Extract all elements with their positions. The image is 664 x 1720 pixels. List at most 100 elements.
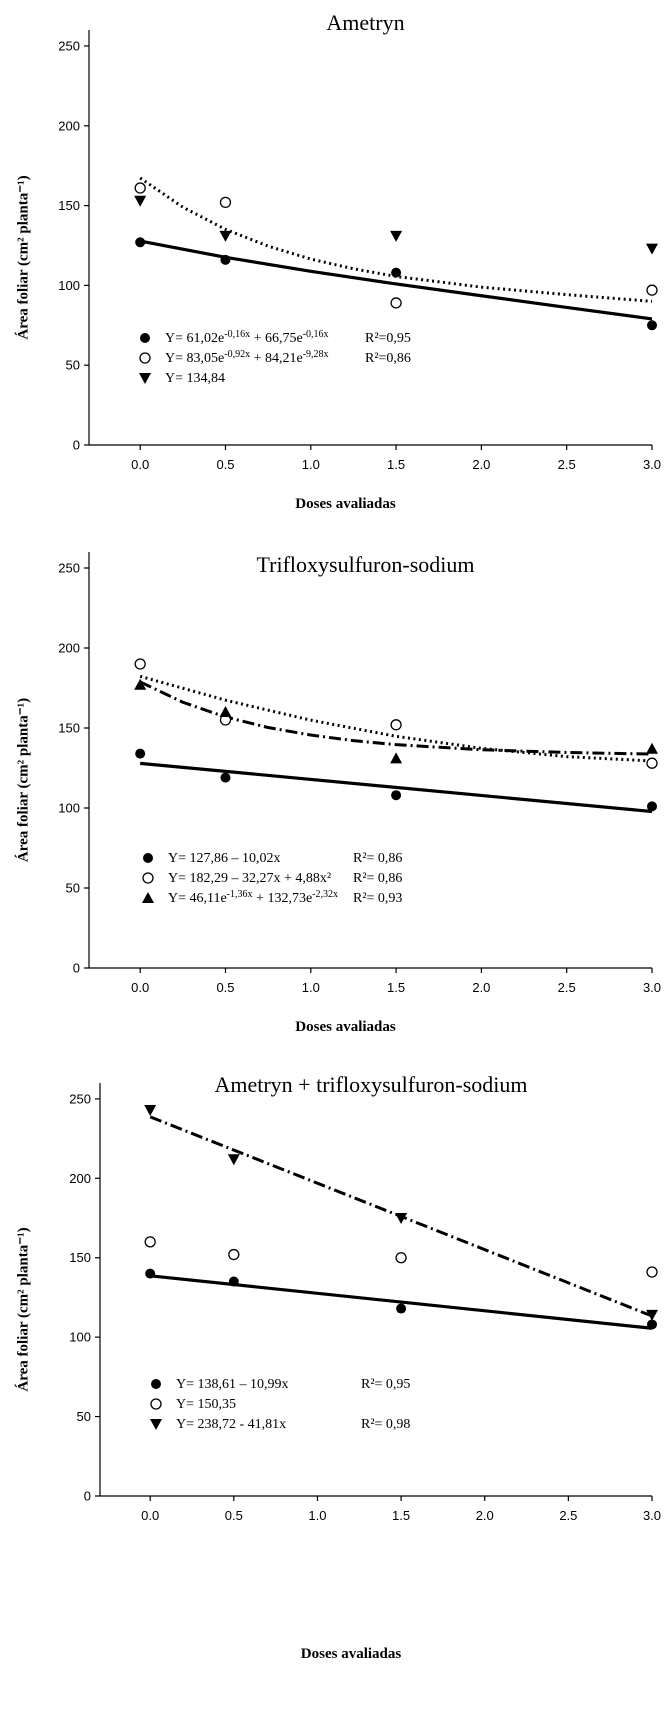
x-tick-label: 2.0 [472, 457, 490, 472]
x-tick-label: 1.5 [392, 1508, 410, 1523]
legend-r-squared: R²= 0,98 [361, 1417, 410, 1432]
legend-marker [142, 892, 154, 903]
legend-marker [139, 352, 151, 364]
equation-exponent: -0,92x [224, 349, 250, 360]
x-tick-label: 0.5 [216, 457, 234, 472]
data-point-series-3 [390, 230, 403, 242]
legend-entry-3: Y= 238,72 - 41,81x R²= 0,98 [150, 1417, 410, 1432]
data-point-series-2 [395, 1252, 407, 1264]
fit-line-series-1 [150, 1274, 653, 1330]
x-axis-label: Doses avaliadas [301, 1646, 402, 1662]
data-point-series-1 [220, 772, 231, 783]
legend-equation: Y= 150,35 [176, 1397, 236, 1412]
data-point-series-1 [647, 1319, 657, 1330]
data-point-series-1 [396, 1303, 407, 1314]
data-point-series-1 [391, 267, 402, 278]
x-tick-label: 1.0 [302, 980, 320, 995]
legend-equation: Y= 134,84 [165, 371, 225, 386]
data-point-series-2 [390, 719, 402, 731]
data-point-series-3 [646, 243, 658, 255]
equation-exponent: -9,28x [303, 349, 329, 360]
legend-equation: Y= 238,72 - 41,81x [176, 1417, 286, 1432]
data-point-series-1 [647, 801, 657, 812]
y-tick-label: 100 [69, 1330, 91, 1345]
data-point-series-1 [135, 237, 146, 248]
x-tick-label: 2.5 [558, 457, 576, 472]
legend-equation: Y= 138,61 – 10,99x [176, 1377, 289, 1392]
equation-text: + 84,21e [250, 351, 303, 366]
legend-marker [140, 333, 150, 343]
fit-line-series-3 [139, 680, 653, 756]
x-tick-label: 3.0 [643, 1508, 661, 1523]
x-tick-label: 1.5 [387, 457, 405, 472]
data-point-series-2 [219, 196, 232, 209]
y-tick-label: 150 [58, 198, 80, 213]
y-axis-label: Área foliar (cm² planta⁻¹) [14, 1227, 31, 1391]
y-tick-label: 0 [73, 961, 80, 976]
legend-r-squared: R²= 0,93 [353, 891, 402, 906]
legend-marker [150, 1398, 162, 1410]
legend-equation: Y= 83,05e-0,92x + 84,21e-9,28x [165, 349, 329, 367]
x-tick-label: 1.5 [387, 980, 405, 995]
data-point-series-3 [144, 1105, 157, 1117]
y-axis-label: Área foliar (cm² planta⁻¹) [14, 175, 31, 339]
legend-entry-1: Y= 127,86 – 10,02x R²= 0,86 [143, 851, 402, 866]
legend-entry-2: Y= 150,35 [150, 1397, 236, 1412]
data-point-series-1 [220, 254, 231, 265]
legend-marker [139, 373, 151, 384]
y-tick-label: 150 [58, 721, 80, 736]
fit-line-series-2 [139, 674, 653, 763]
chart-title: Ametryn + trifloxysulfuron-sodium [214, 1072, 527, 1097]
x-tick-label: 0.0 [141, 1508, 159, 1523]
x-tick-label: 0.0 [131, 457, 149, 472]
x-tick-label: 2.5 [559, 1508, 577, 1523]
x-tick-label: 0.5 [225, 1508, 243, 1523]
x-axis-label: Doses avaliadas [295, 496, 396, 512]
data-point-series-2 [646, 757, 658, 769]
legend-r-squared: R²=0,95 [365, 331, 411, 346]
equation-text: Y= 238,72 - 41,81x [176, 1417, 286, 1432]
legend-equation: Y= 61,02e-0,16x + 66,75e-0,16x [165, 329, 329, 347]
legend-equation: Y= 127,86 – 10,02x [168, 851, 281, 866]
data-point-series-2 [646, 1266, 658, 1278]
x-axis-label: Doses avaliadas [295, 1019, 396, 1035]
data-point-series-2 [134, 658, 146, 670]
legend-equation: Y= 182,29 – 32,27x + 4,88x² [168, 871, 331, 886]
equation-text: Y= 46,11e [168, 891, 227, 906]
data-point-series-1 [391, 790, 402, 801]
legend-marker [151, 1379, 161, 1389]
data-point-series-2 [144, 1236, 156, 1248]
y-tick-label: 200 [58, 118, 80, 133]
x-tick-label: 0.5 [216, 980, 234, 995]
x-tick-label: 2.5 [558, 980, 576, 995]
y-tick-label: 150 [69, 1250, 91, 1265]
data-point-series-2 [646, 284, 658, 296]
data-point-series-1 [647, 320, 657, 331]
x-tick-label: 1.0 [308, 1508, 326, 1523]
chart-panel-1: 0 50 100 150 200 250 0.0 0.5 1.0 1.5 2.0 2.5 3.0 Amet… [14, 10, 661, 512]
x-tick-label: 0.0 [131, 980, 149, 995]
equation-text: Y= 138,61 – 10,99x [176, 1377, 289, 1392]
y-tick-label: 250 [58, 561, 80, 576]
y-tick-label: 0 [73, 438, 80, 453]
y-tick-label: 100 [58, 278, 80, 293]
data-point-series-2 [228, 1248, 240, 1261]
legend-r-squared: R²= 0,86 [353, 871, 402, 886]
y-tick-label: 0 [84, 1489, 91, 1504]
y-tick-label: 250 [69, 1091, 91, 1106]
chart-panel-2: 0 50 100 150 200 250 0.0 0.5 1.0 1.5 2.0 2.5 3.0 Trif… [14, 552, 661, 1035]
legend-entry-1: Y= 61,02e-0,16x + 66,75e-0,16x R²=0,95 [140, 329, 411, 347]
x-tick-label: 3.0 [643, 457, 661, 472]
legend-entry-3: Y= 134,84 [139, 371, 225, 386]
legend-entry-2: Y= 83,05e-0,92x + 84,21e-9,28x R²=0,86 [139, 349, 411, 367]
data-point-series-3 [646, 1309, 658, 1321]
data-point-series-3 [227, 1154, 240, 1166]
legend-r-squared: R²=0,86 [365, 351, 411, 366]
data-point-series-3 [219, 706, 232, 717]
data-point-series-3 [134, 195, 147, 207]
data-point-series-1 [145, 1268, 156, 1279]
data-point-series-3 [134, 678, 147, 690]
x-tick-label: 3.0 [643, 980, 661, 995]
legend-entry-1: Y= 138,61 – 10,99x R²= 0,95 [151, 1377, 410, 1392]
